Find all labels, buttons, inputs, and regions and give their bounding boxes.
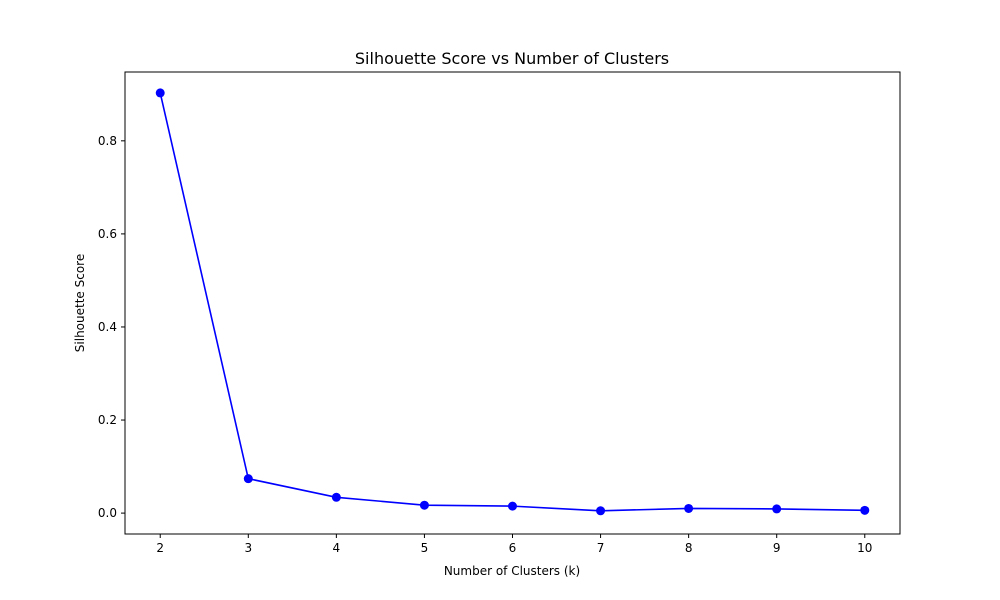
y-tick-label: 0.8 <box>98 134 117 148</box>
x-tick-label: 9 <box>773 541 781 555</box>
x-axis-ticks: 2 3 4 5 6 7 8 9 10 <box>156 534 872 555</box>
x-tick-label: 7 <box>597 541 605 555</box>
x-tick-label: 6 <box>509 541 517 555</box>
x-tick-label: 5 <box>421 541 429 555</box>
data-point <box>243 474 253 484</box>
data-point <box>155 88 165 98</box>
y-tick-label: 0.6 <box>98 227 117 241</box>
y-axis-ticks: 0.0 0.2 0.4 0.6 0.8 <box>98 134 125 520</box>
x-axis-label: Number of Clusters (k) <box>444 564 580 578</box>
chart-title: Silhouette Score vs Number of Clusters <box>355 49 669 68</box>
y-tick-label: 0.0 <box>98 506 117 520</box>
data-point <box>331 492 341 502</box>
y-tick-label: 0.2 <box>98 413 117 427</box>
x-tick-label: 2 <box>156 541 164 555</box>
y-tick-label: 0.4 <box>98 320 117 334</box>
x-tick-label: 4 <box>333 541 341 555</box>
data-point <box>860 505 870 515</box>
y-axis-label: Silhouette Score <box>73 254 87 352</box>
x-tick-label: 8 <box>685 541 693 555</box>
data-point <box>419 500 429 510</box>
data-point <box>772 504 782 514</box>
x-tick-label: 3 <box>244 541 252 555</box>
data-point <box>596 506 606 516</box>
plot-area: 2 3 4 5 6 7 8 9 10 0.0 0.2 0.4 0.6 0.8 <box>98 71 901 555</box>
data-point <box>508 501 517 511</box>
x-tick-label: 10 <box>857 541 872 555</box>
data-point <box>684 503 694 513</box>
series-layer <box>155 88 870 516</box>
